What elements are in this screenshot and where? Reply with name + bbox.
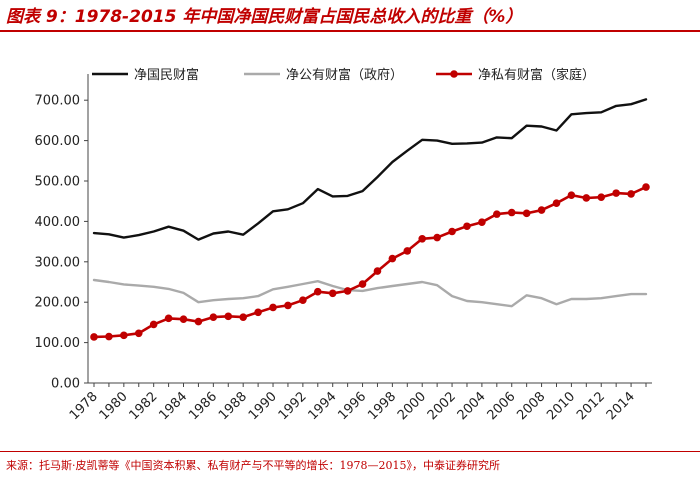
- series-point-2: [567, 191, 576, 199]
- x-tick-label: 2010: [544, 389, 578, 423]
- series-point-2: [597, 193, 606, 201]
- legend-marker: [450, 70, 458, 78]
- series-point-2: [90, 333, 98, 341]
- chart-series: [90, 98, 650, 341]
- x-tick-label: 1988: [216, 389, 250, 423]
- series-point-2: [418, 234, 427, 243]
- series-point-2: [299, 296, 307, 304]
- y-tick-label: 700.00: [35, 94, 81, 109]
- x-tick-label: 2008: [514, 389, 548, 423]
- y-tick-label: 200.00: [35, 296, 81, 311]
- series-point-2: [164, 314, 173, 323]
- x-tick-label: 1992: [276, 389, 310, 423]
- series-point-2: [582, 194, 591, 202]
- series-point-2: [627, 190, 635, 198]
- x-tick-label: 1978: [67, 389, 101, 423]
- y-tick-label: 100.00: [35, 336, 81, 351]
- series-point-2: [493, 210, 501, 218]
- x-tick-label: 1996: [335, 389, 369, 423]
- y-tick-label: 0.00: [51, 377, 80, 392]
- series-point-2: [433, 233, 441, 242]
- series-point-2: [373, 267, 382, 275]
- legend-label: 净公有财富（政府）: [286, 67, 403, 83]
- series-point-2: [149, 320, 158, 329]
- series-point-2: [478, 218, 486, 227]
- series-point-2: [642, 183, 650, 191]
- chart-title: 图表 9：1978-2015 年中国净国民财富占国民总收入的比重（%）: [6, 7, 523, 27]
- x-tick-label: 1982: [126, 389, 160, 423]
- x-tick-label: 1980: [97, 389, 131, 423]
- x-tick-label: 2002: [425, 389, 459, 423]
- series-point-2: [448, 227, 456, 236]
- series-point-2: [552, 199, 561, 208]
- series-point-2: [120, 331, 128, 340]
- series-point-2: [209, 313, 218, 321]
- x-tick-label: 1986: [186, 389, 220, 423]
- legend-label: 净国民财富: [134, 67, 199, 83]
- y-tick-label: 500.00: [35, 175, 81, 190]
- x-tick-label: 1998: [365, 389, 399, 423]
- series-point-2: [328, 289, 337, 298]
- x-tick-label: 1994: [306, 389, 340, 423]
- series-point-2: [358, 280, 367, 288]
- series-point-2: [254, 308, 262, 317]
- series-point-2: [284, 301, 292, 310]
- series-line-0: [92, 98, 648, 241]
- y-tick-label: 600.00: [35, 134, 81, 149]
- series-line-2: [92, 185, 648, 339]
- series-point-2: [313, 287, 322, 296]
- x-tick-label: 2006: [485, 389, 519, 423]
- source-divider: [0, 451, 700, 452]
- series-point-2: [134, 329, 143, 338]
- x-tick-label: 2000: [395, 389, 429, 423]
- legend-label: 净私有财富（家庭）: [478, 67, 595, 83]
- x-tick-label: 2012: [574, 389, 608, 423]
- series-point-2: [537, 206, 546, 214]
- series-point-2: [403, 247, 412, 255]
- series-point-2: [105, 332, 113, 341]
- x-tick-label: 1990: [246, 389, 280, 423]
- series-point-2: [224, 312, 233, 321]
- x-tick-label: 1984: [156, 389, 190, 423]
- chart-legend: 净国民财富 净公有财富（政府） 净私有财富（家庭）: [92, 67, 595, 83]
- y-tick-label: 400.00: [35, 215, 81, 230]
- series-point-2: [269, 303, 277, 312]
- y-tick-label: 300.00: [35, 255, 81, 270]
- series-point-2: [179, 315, 188, 323]
- series-point-2: [194, 317, 203, 326]
- series-point-2: [507, 208, 516, 217]
- source-note: 来源：托马斯·皮凯蒂等《中国资本积累、私有财产与不平等的增长：1978—2015…: [6, 459, 500, 472]
- series-point-2: [612, 189, 620, 197]
- series-line-1: [92, 278, 648, 308]
- series-point-2: [239, 313, 247, 321]
- title-divider: [0, 30, 700, 32]
- series-point-2: [522, 209, 531, 218]
- line-chart: 净国民财富 净公有财富（政府） 净私有财富（家庭） 0.00 100.00 200.00…: [35, 67, 652, 423]
- x-tick-label: 2004: [455, 389, 489, 423]
- x-tick-label: 2014: [604, 389, 638, 423]
- series-point-2: [343, 287, 352, 295]
- series-point-2: [388, 254, 397, 263]
- series-point-2: [463, 222, 471, 231]
